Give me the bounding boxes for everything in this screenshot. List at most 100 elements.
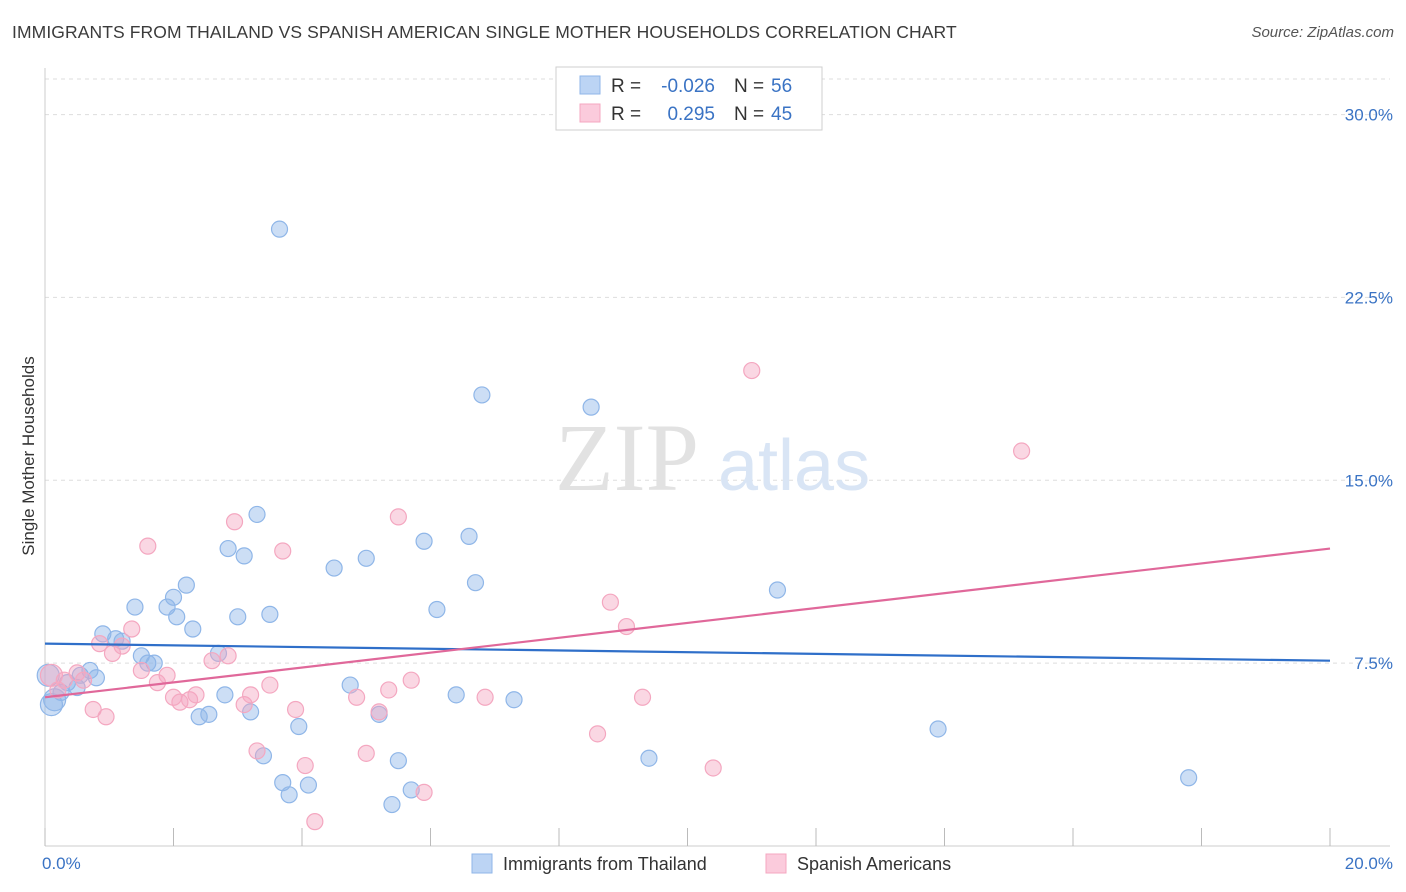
point-0-36	[325, 559, 343, 577]
series-points-1	[39, 361, 1031, 831]
point-0-14	[145, 654, 163, 672]
legend-n-value-1: 56	[771, 76, 792, 97]
point-1-11	[139, 537, 157, 555]
point-0-23	[216, 686, 234, 704]
watermark-zip: ZIP	[555, 404, 699, 511]
point-1-25	[274, 542, 292, 560]
point-0-33	[280, 786, 298, 804]
point-0-45	[447, 686, 465, 704]
point-0-43	[415, 532, 433, 550]
legend-n-label-2: N =	[734, 104, 764, 125]
trend-line-0	[44, 642, 1331, 662]
point-1-3	[74, 671, 93, 689]
point-1-6	[97, 708, 115, 726]
point-0-19	[184, 620, 202, 638]
legend-swatch-thailand	[579, 75, 601, 95]
point-1-30	[357, 744, 375, 762]
point-0-11	[126, 598, 144, 616]
y-axis-label: Single Mother Households	[19, 356, 38, 555]
point-0-40	[383, 795, 401, 814]
legend-swatch-spanish	[579, 103, 601, 123]
point-0-26	[235, 547, 253, 565]
point-0-41	[389, 752, 407, 770]
point-0-54	[1180, 769, 1198, 787]
point-0-53	[929, 720, 947, 738]
point-1-44	[49, 681, 67, 699]
trend-lines	[44, 547, 1331, 699]
legend-n-label-1: N =	[734, 76, 764, 97]
point-0-7	[87, 669, 106, 687]
point-0-44	[428, 600, 446, 619]
point-1-31	[370, 703, 388, 721]
series-legend-label-thailand: Immigrants from Thailand	[503, 854, 707, 874]
point-1-39	[617, 617, 636, 636]
stats-legend: R = -0.026 N = 56 R = 0.295 N = 45	[555, 66, 823, 131]
point-0-38	[357, 549, 375, 567]
point-1-33	[389, 508, 407, 526]
point-0-52	[768, 581, 787, 599]
point-1-35	[415, 783, 433, 801]
point-1-10	[132, 661, 150, 680]
point-1-26	[286, 700, 305, 719]
point-0-34	[290, 717, 308, 736]
point-1-22	[242, 686, 260, 704]
point-1-0	[39, 663, 64, 687]
legend-n-value-2: 45	[771, 104, 792, 125]
source-credit: Source: ZipAtlas.com	[1251, 24, 1394, 41]
point-0-51	[640, 749, 658, 767]
x-tick-labels: 0.0% 20.0%	[42, 854, 1393, 873]
point-1-8	[113, 637, 131, 655]
y-tick-label-0: 7.5%	[1354, 654, 1393, 673]
point-1-20	[225, 513, 244, 531]
series-legend: Immigrants from Thailand Spanish America…	[471, 853, 951, 874]
point-1-37	[588, 725, 607, 743]
point-1-29	[348, 688, 366, 706]
point-0-48	[473, 386, 491, 404]
point-1-21	[235, 695, 253, 714]
point-1-41	[704, 759, 722, 777]
point-1-28	[306, 813, 324, 831]
point-1-42	[743, 361, 761, 380]
point-1-40	[633, 688, 652, 706]
point-1-4	[84, 700, 102, 719]
point-0-21	[200, 705, 218, 723]
legend-r-value-2: 0.295	[667, 104, 715, 125]
x-tick-label-min: 0.0%	[42, 854, 81, 873]
point-0-42	[402, 781, 420, 799]
y-tick-label-3: 30.0%	[1345, 106, 1393, 125]
point-1-32	[380, 681, 398, 699]
point-1-1	[55, 671, 73, 689]
point-1-24	[261, 676, 279, 694]
series-legend-swatch-spanish	[765, 853, 787, 874]
gridlines	[45, 78, 1390, 664]
point-0-24	[219, 539, 237, 558]
point-0-50	[582, 398, 600, 416]
point-0-49	[505, 691, 523, 709]
axes	[44, 68, 1390, 847]
x-tick-label-max: 20.0%	[1345, 854, 1393, 873]
point-1-23	[248, 742, 266, 760]
watermark-atlas: atlas	[718, 426, 870, 506]
point-1-9	[123, 620, 141, 638]
point-0-28	[248, 505, 266, 524]
point-1-38	[601, 593, 620, 611]
point-0-25	[229, 608, 247, 626]
series-legend-swatch-thailand	[471, 853, 493, 874]
legend-r-label-1: R =	[611, 76, 641, 97]
point-1-13	[158, 666, 176, 684]
point-1-19	[219, 647, 237, 665]
point-1-36	[476, 688, 494, 706]
y-tick-labels: 7.5% 15.0% 22.5% 30.0%	[1345, 106, 1393, 674]
point-1-17	[187, 686, 205, 704]
y-tick-label-2: 22.5%	[1345, 288, 1393, 307]
point-0-8	[94, 625, 112, 643]
point-0-17	[168, 608, 186, 626]
series-points-0	[36, 220, 1198, 814]
point-0-46	[460, 527, 478, 545]
point-0-18	[177, 576, 195, 594]
chart-title: IMMIGRANTS FROM THAILAND VS SPANISH AMER…	[12, 22, 957, 42]
data-points	[36, 220, 1198, 831]
legend-r-value-1: -0.026	[661, 76, 715, 97]
legend-r-label-2: R =	[611, 104, 641, 125]
